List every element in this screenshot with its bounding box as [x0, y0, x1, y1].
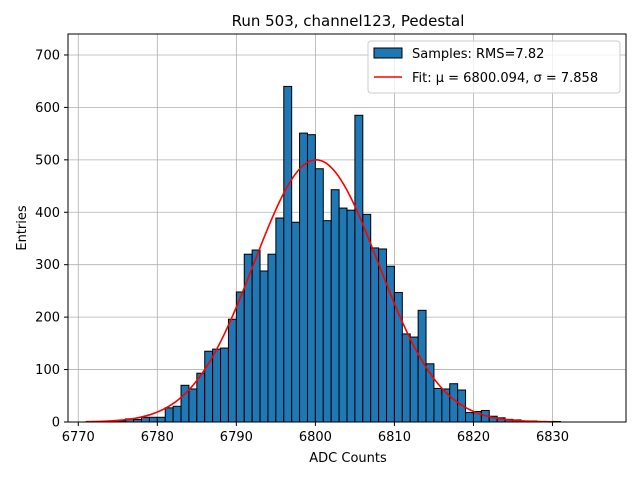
- histogram-bar: [322, 220, 332, 423]
- histogram-bar: [465, 412, 474, 423]
- histogram-bar: [386, 265, 395, 423]
- x-tick-label: 6810: [378, 430, 411, 445]
- y-tick-label: 500: [35, 153, 60, 168]
- histogram-bar: [141, 416, 150, 423]
- histogram-bar: [354, 114, 364, 423]
- histogram-bar: [259, 270, 269, 423]
- histogram-bar: [275, 217, 285, 423]
- plot-frame: [67, 33, 627, 423]
- y-tick-label: 200: [35, 311, 60, 326]
- histogram-bar: [156, 416, 166, 423]
- histogram-bar: [220, 347, 229, 423]
- histogram-bar: [370, 247, 380, 423]
- histogram-bar: [212, 348, 222, 423]
- histogram-bar: [401, 333, 411, 423]
- histogram-bar: [314, 168, 324, 423]
- histogram-bar: [196, 372, 206, 423]
- y-tick-label: 300: [35, 258, 60, 273]
- histogram-bar: [235, 291, 245, 423]
- histogram-bar: [449, 383, 459, 423]
- histogram-bar: [267, 253, 277, 423]
- x-axis-ticks: 6770 6780 6790 6800 6810 6820 6830: [62, 422, 569, 445]
- histogram-bar: [346, 209, 356, 423]
- x-axis-title: ADC Counts: [309, 451, 387, 466]
- histogram-bar: [291, 221, 301, 423]
- x-tick-label: 6790: [220, 430, 253, 445]
- y-tick-label: 0: [52, 416, 60, 431]
- histogram-bar: [148, 416, 158, 423]
- histogram-bar: [338, 207, 348, 423]
- histogram-bar: [227, 318, 237, 423]
- legend-histogram-label: Samples: RMS=7.82: [412, 47, 544, 62]
- y-tick-label: 100: [35, 363, 60, 378]
- y-axis-title: Entries: [15, 205, 30, 251]
- histogram-bar: [283, 85, 293, 423]
- y-axis-ticks: 0 100 200 300 400 500 600 700: [35, 48, 68, 431]
- y-tick-label: 700: [35, 48, 60, 63]
- legend: Samples: RMS=7.82 Fit: μ = 6800.094, σ =…: [367, 40, 621, 94]
- x-tick-label: 6830: [536, 430, 569, 445]
- histogram-bar: [409, 336, 419, 423]
- x-tick-label: 6820: [457, 430, 490, 445]
- legend-box: [367, 40, 621, 94]
- histogram-bar: [433, 387, 443, 423]
- histogram-bar: [299, 132, 308, 423]
- x-tick-label: 6770: [62, 430, 95, 445]
- histogram-bar: [172, 405, 182, 423]
- x-tick-label: 6780: [141, 430, 174, 445]
- legend-histogram-swatch: [373, 47, 403, 59]
- legend-fit-label: Fit: μ = 6800.094, σ = 7.858: [412, 71, 598, 86]
- histogram-bar: [362, 213, 372, 423]
- histogram-bar: [251, 249, 261, 423]
- y-tick-label: 400: [35, 206, 60, 221]
- histogram-bar: [306, 134, 316, 423]
- chart-title: Run 503, channel123, Pedestal: [232, 12, 465, 30]
- histogram-bar: [330, 189, 340, 423]
- histogram-bar: [188, 388, 198, 423]
- x-tick-label: 6800: [299, 430, 332, 445]
- fit-curve: [86, 159, 553, 423]
- y-tick-label: 600: [35, 101, 60, 116]
- histogram-bar: [164, 407, 174, 423]
